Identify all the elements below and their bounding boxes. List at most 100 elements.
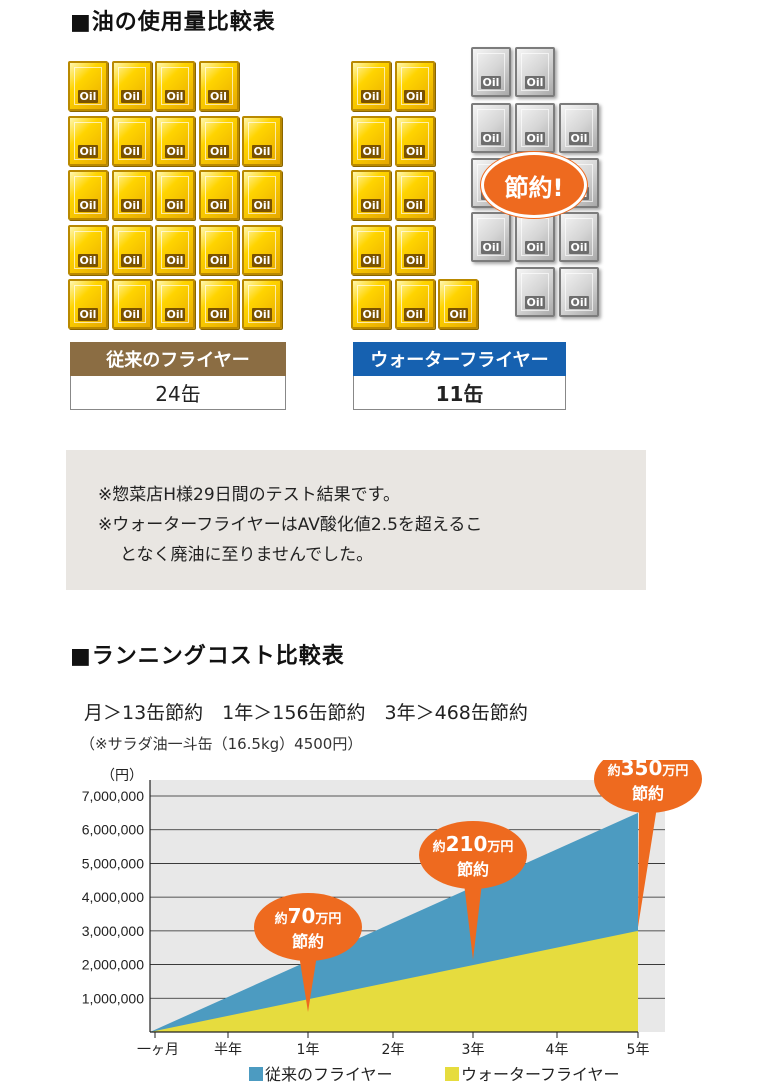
oil-can-label: Oil [208, 199, 229, 212]
oil-can-label: Oil [568, 241, 590, 254]
oil-can-label: Oil [404, 144, 425, 158]
oil-can-label: Oil [404, 199, 425, 212]
oil-can-label: Oil [360, 144, 382, 158]
oil-can-saved: Oil [515, 103, 555, 153]
note-line-1: ※惣菜店H様29日間のテスト結果です。 [98, 485, 400, 505]
oil-can-label: Oil [121, 253, 142, 267]
oil-can-label: Oil [568, 296, 590, 309]
legend-swatch-water [445, 1067, 459, 1081]
callout-savings-label: 節約 [631, 784, 664, 803]
oil-can-label: Oil [404, 253, 425, 267]
oil-can-conventional: Oil [155, 170, 195, 220]
oil-can-label: Oil [121, 199, 142, 212]
savings-summary: 月＞13缶節約 1年＞156缶節約 3年＞468缶節約 [84, 702, 528, 724]
oil-can-conventional: Oil [198, 61, 239, 111]
y-tick-label: 6,000,000 [82, 822, 144, 838]
oil-can-label: Oil [208, 90, 229, 103]
oil-can-label: Oil [164, 253, 186, 267]
oil-can-label: Oil [208, 308, 229, 321]
oil-can-label: Oil [77, 144, 99, 158]
water-fryer-box: ウォーターフライヤー 11缶 [353, 342, 566, 410]
oil-can-label: Oil [164, 144, 186, 158]
y-tick-label: 7,000,000 [82, 788, 144, 804]
oil-can-conventional: Oil [198, 279, 239, 329]
oil-can-label: Oil [524, 241, 546, 254]
callout-amount: 約210万円 [433, 832, 514, 856]
price-note: （※サラダ油一斗缶（16.5kg）4500円） [80, 735, 363, 753]
oil-can-water: Oil [351, 61, 391, 111]
x-tick-label: 4年 [546, 1042, 569, 1058]
oil-can-label: Oil [121, 308, 142, 321]
oil-can-label: Oil [121, 144, 142, 158]
oil-can-label: Oil [480, 76, 502, 89]
oil-can-label: Oil [524, 132, 546, 145]
oil-can-conventional: Oil [198, 115, 239, 166]
oil-can-label: Oil [360, 199, 382, 212]
oil-can-label: Oil [164, 308, 186, 321]
oil-can-saved: Oil [471, 103, 511, 153]
callout-bubble [254, 893, 362, 961]
callout-amount: 約70万円 [275, 904, 342, 928]
water-fryer-label: ウォーターフライヤー [353, 342, 566, 376]
oil-can-label: Oil [568, 132, 590, 145]
oil-can-water: Oil [351, 279, 391, 329]
oil-can-water: Oil [394, 61, 435, 111]
oil-can-water: Oil [351, 224, 391, 275]
oil-can-conventional: Oil [155, 279, 195, 329]
oil-usage-title: ■油の使用量比較表 [70, 10, 276, 35]
y-tick-label: 1,000,000 [82, 990, 144, 1006]
oil-can-label: Oil [524, 76, 546, 89]
oil-can-water: Oil [351, 170, 391, 220]
oil-can-label: Oil [480, 132, 502, 145]
test-notes: ※惣菜店H様29日間のテスト結果です。 ※ウォーターフライヤーはAV酸化値2.5… [66, 450, 646, 590]
callout-pointer [638, 807, 657, 927]
oil-can-label: Oil [164, 90, 186, 103]
x-tick-label: 2年 [382, 1042, 405, 1058]
oil-can-label: Oil [77, 199, 99, 212]
oil-can-label: Oil [121, 90, 142, 103]
oil-can-label: Oil [208, 144, 229, 158]
oil-can-label: Oil [360, 308, 382, 321]
oil-can-conventional: Oil [111, 279, 152, 329]
oil-can-label: Oil [251, 308, 273, 321]
y-tick-label: 5,000,000 [82, 855, 144, 871]
oil-can-water: Oil [394, 115, 435, 166]
legend-label-conventional: 従来のフライヤー [265, 1065, 393, 1084]
oil-can-label: Oil [251, 144, 273, 158]
oil-can-label: Oil [77, 90, 99, 103]
oil-can-saved: Oil [515, 47, 555, 97]
oil-can-label: Oil [251, 199, 273, 212]
legend-swatch-conventional [249, 1067, 263, 1081]
oil-can-conventional: Oil [242, 170, 282, 220]
callout-pointer [464, 883, 482, 960]
conventional-fryer-count: 24缶 [70, 376, 286, 410]
callout-bubble [419, 821, 527, 889]
x-tick-label: 3年 [462, 1042, 485, 1058]
oil-can-label: Oil [77, 308, 99, 321]
oil-can-conventional: Oil [68, 170, 108, 220]
oil-can-label: Oil [208, 253, 229, 267]
oil-can-saved: Oil [471, 47, 511, 97]
running-cost-title: ■ランニングコスト比較表 [70, 644, 345, 669]
oil-can-conventional: Oil [155, 115, 195, 166]
oil-can-water: Oil [351, 115, 391, 166]
oil-can-label: Oil [480, 241, 502, 254]
oil-can-conventional: Oil [111, 224, 152, 275]
oil-can-saved: Oil [515, 267, 555, 317]
oil-can-label: Oil [524, 296, 546, 309]
oil-can-label: Oil [360, 90, 382, 103]
x-tick-label: 半年 [214, 1042, 242, 1058]
oil-can-conventional: Oil [155, 224, 195, 275]
oil-can-saved: Oil [559, 212, 599, 262]
callout-savings-label: 節約 [291, 932, 324, 951]
oil-can-conventional: Oil [242, 115, 282, 166]
note-line-3: となく廃油に至りませんでした。 [120, 545, 374, 565]
y-tick-label: 4,000,000 [82, 889, 144, 905]
oil-can-conventional: Oil [111, 61, 152, 111]
running-cost-chart: 1,000,000 2,000,000 3,000,000 4,000,000 5,00… [82, 760, 702, 1084]
oil-can-label: Oil [447, 308, 469, 321]
legend-label-water: ウォーターフライヤー [461, 1065, 620, 1084]
y-tick-label: 2,000,000 [82, 957, 144, 973]
note-line-2: ※ウォーターフライヤーはAV酸化値2.5を超えるこ [98, 515, 483, 535]
oil-can-conventional: Oil [198, 224, 239, 275]
